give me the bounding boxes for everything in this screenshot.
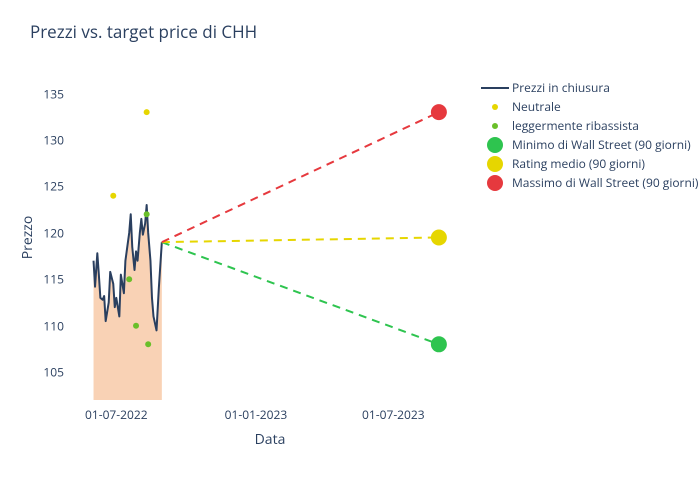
- legend-item-bearish[interactable]: leggermente ribassista: [480, 116, 698, 135]
- x-tick-label: 01-07-2023: [362, 406, 425, 423]
- legend-swatch-bearish: [480, 116, 510, 136]
- proj-avg-ws-line: [162, 238, 439, 243]
- chart-title: Prezzi vs. target price di CHH: [30, 20, 257, 43]
- y-tick-label: 135: [34, 85, 64, 102]
- legend-swatch-avg-ws: [480, 154, 510, 174]
- legend-swatch-min-ws: [480, 135, 510, 155]
- legend-label-avg-ws: Rating medio (90 giorni): [512, 155, 645, 172]
- proj-min-ws-line: [162, 242, 439, 344]
- legend-label-max-ws: Massimo di Wall Street (90 giorni): [512, 174, 698, 191]
- x-tick-label: 01-01-2023: [225, 406, 288, 423]
- neutral-point: [110, 193, 116, 199]
- y-tick-label: 115: [34, 271, 64, 288]
- proj-avg-ws-dot: [431, 230, 447, 246]
- proj-max-ws-line: [162, 112, 439, 242]
- plot-area: [70, 75, 470, 400]
- y-tick-label: 120: [34, 224, 64, 241]
- bearish-point: [145, 341, 151, 347]
- legend: Prezzi in chiusura Neutrale leggermente ri…: [480, 78, 698, 192]
- legend-item-neutral[interactable]: Neutrale: [480, 97, 698, 116]
- proj-max-ws-dot: [431, 104, 447, 120]
- legend-swatch-close-line: [480, 81, 510, 95]
- legend-item-avg-ws[interactable]: Rating medio (90 giorni): [480, 154, 698, 173]
- legend-label-close-line: Prezzi in chiusura: [512, 79, 610, 96]
- bearish-point: [133, 323, 139, 329]
- proj-min-ws-dot: [431, 336, 447, 352]
- legend-item-close-line[interactable]: Prezzi in chiusura: [480, 78, 698, 97]
- neutral-point: [144, 109, 150, 115]
- legend-swatch-max-ws: [480, 173, 510, 193]
- y-tick-label: 125: [34, 178, 64, 195]
- y-tick-label: 110: [34, 317, 64, 334]
- y-tick-label: 130: [34, 132, 64, 149]
- bearish-point: [144, 211, 150, 217]
- legend-item-min-ws[interactable]: Minimo di Wall Street (90 giorni): [480, 135, 698, 154]
- chart-svg: [70, 75, 470, 400]
- x-axis-label: Data: [70, 430, 470, 449]
- legend-swatch-neutral: [480, 97, 510, 117]
- y-tick-label: 105: [34, 364, 64, 381]
- legend-label-bearish: leggermente ribassista: [512, 117, 639, 134]
- bearish-point: [126, 276, 132, 282]
- legend-label-neutral: Neutrale: [512, 98, 561, 115]
- legend-label-min-ws: Minimo di Wall Street (90 giorni): [512, 136, 691, 153]
- x-tick-label: 01-07-2022: [85, 406, 148, 423]
- legend-item-max-ws[interactable]: Massimo di Wall Street (90 giorni): [480, 173, 698, 192]
